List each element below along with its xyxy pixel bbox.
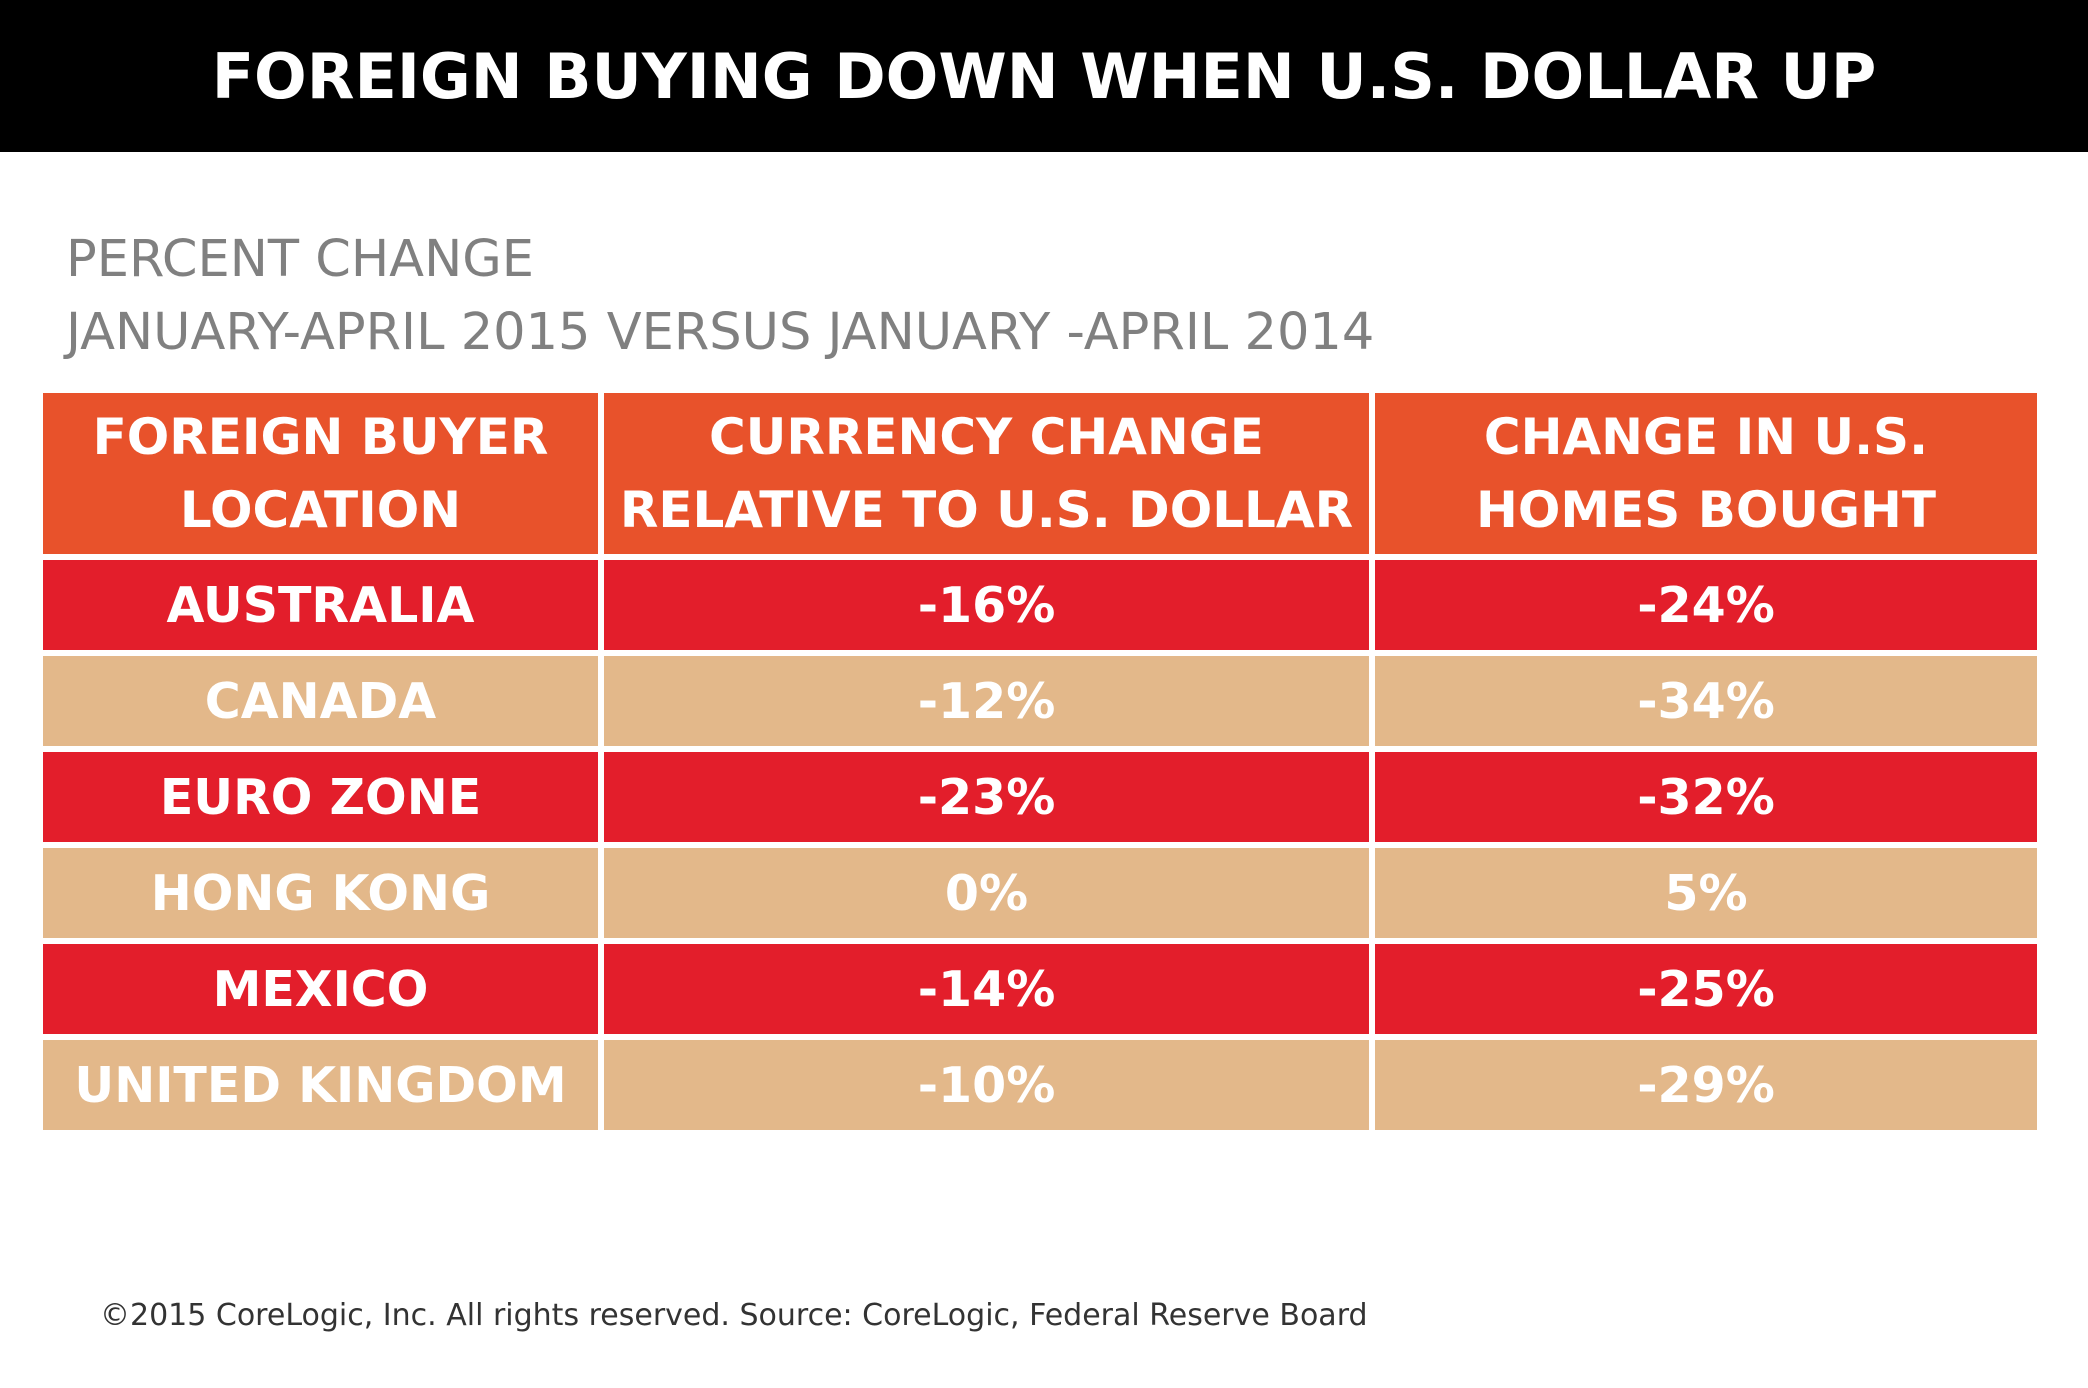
header-cell-currency-change: CURRENCY CHANGE RELATIVE TO U.S. DOLLAR — [604, 393, 1369, 554]
table-header-row: FOREIGN BUYER LOCATION CURRENCY CHANGE R… — [43, 393, 2037, 554]
cell-currency-change: 0% — [604, 848, 1369, 938]
table-row: CANADA -12% -34% — [43, 656, 2037, 746]
header-cell-homes-change: CHANGE IN U.S. HOMES BOUGHT — [1375, 393, 2037, 554]
cell-currency-change: -10% — [604, 1040, 1369, 1130]
header-text: LOCATION — [179, 480, 462, 539]
header-text: FOREIGN BUYER — [92, 407, 549, 466]
cell-homes-change: -29% — [1375, 1040, 2037, 1130]
copyright-footer: ©2015 CoreLogic, Inc. All rights reserve… — [100, 1298, 1368, 1333]
table-row: EURO ZONE -23% -32% — [43, 752, 2037, 842]
header-text: CURRENCY CHANGE — [709, 407, 1264, 466]
cell-currency-change: -12% — [604, 656, 1369, 746]
data-table: FOREIGN BUYER LOCATION CURRENCY CHANGE R… — [43, 393, 2037, 1136]
table-row: MEXICO -14% -25% — [43, 944, 2037, 1034]
table-row: AUSTRALIA -16% -24% — [43, 560, 2037, 650]
header-text: CHANGE IN U.S. — [1483, 407, 1929, 466]
subtitle-line-1: PERCENT CHANGE — [66, 230, 534, 289]
subtitle-line-2: JANUARY-APRIL 2015 VERSUS JANUARY -APRIL… — [66, 303, 1375, 362]
cell-location: UNITED KINGDOM — [43, 1040, 598, 1130]
cell-homes-change: -32% — [1375, 752, 2037, 842]
chart-title: FOREIGN BUYING DOWN WHEN U.S. DOLLAR UP — [211, 39, 1877, 113]
cell-homes-change: -25% — [1375, 944, 2037, 1034]
cell-location: EURO ZONE — [43, 752, 598, 842]
cell-homes-change: -34% — [1375, 656, 2037, 746]
cell-currency-change: -23% — [604, 752, 1369, 842]
header-text: RELATIVE TO U.S. DOLLAR — [619, 480, 1354, 539]
cell-location: HONG KONG — [43, 848, 598, 938]
header-text: HOMES BOUGHT — [1476, 480, 1936, 539]
table-row: UNITED KINGDOM -10% -29% — [43, 1040, 2037, 1130]
cell-currency-change: -16% — [604, 560, 1369, 650]
table-row: HONG KONG 0% 5% — [43, 848, 2037, 938]
cell-homes-change: -24% — [1375, 560, 2037, 650]
cell-homes-change: 5% — [1375, 848, 2037, 938]
title-banner: FOREIGN BUYING DOWN WHEN U.S. DOLLAR UP — [0, 0, 2088, 152]
header-cell-location: FOREIGN BUYER LOCATION — [43, 393, 598, 554]
cell-currency-change: -14% — [604, 944, 1369, 1034]
cell-location: MEXICO — [43, 944, 598, 1034]
cell-location: CANADA — [43, 656, 598, 746]
cell-location: AUSTRALIA — [43, 560, 598, 650]
